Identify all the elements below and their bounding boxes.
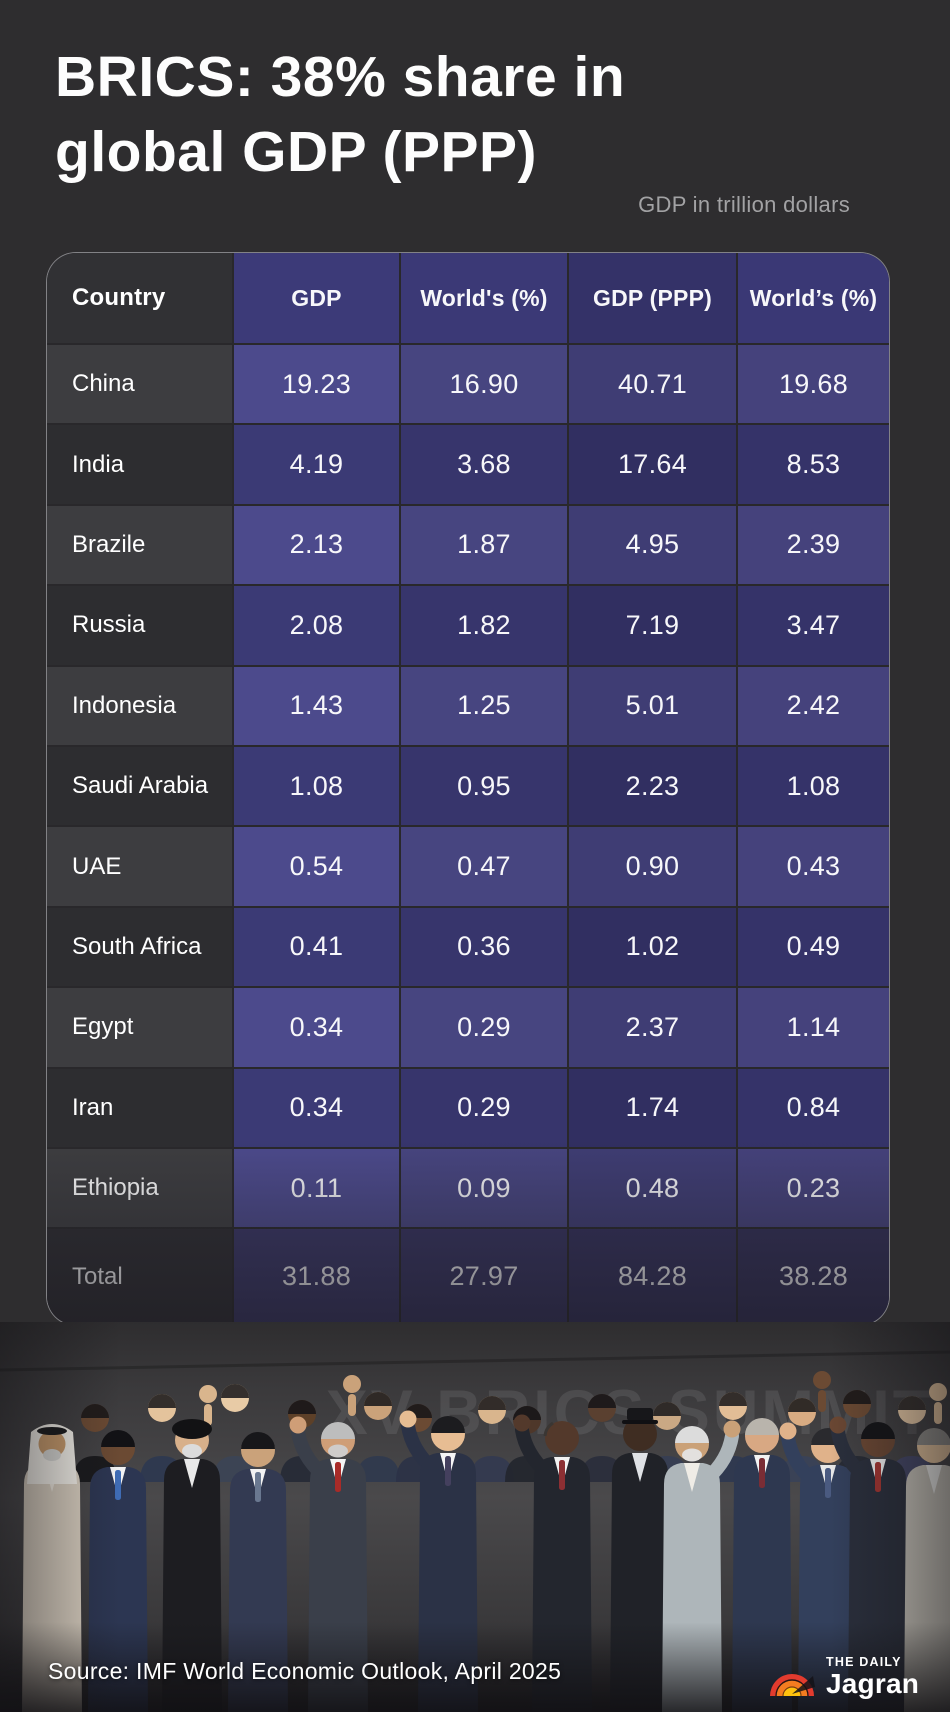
country-cell: UAE — [47, 827, 234, 908]
value-cell: 0.29 — [401, 1068, 569, 1149]
value-cell: 2.08 — [234, 586, 401, 667]
logo-name-text: Jagran — [826, 1668, 920, 1699]
value-cell: 2.23 — [569, 746, 738, 828]
value-cell: 2.37 — [569, 988, 738, 1069]
value-cell: 8.53 — [738, 425, 889, 506]
value-cell: 40.71 — [569, 345, 738, 426]
value-cell: 0.84 — [738, 1068, 889, 1149]
daily-jagran-logo: THE DAILY Jagran — [768, 1642, 938, 1698]
value-cell: 2.42 — [738, 666, 889, 747]
value-cell: 19.23 — [234, 345, 401, 426]
brics-summit-photo: XV BRICS SUMMIT — [0, 1322, 950, 1712]
value-cell: 2.39 — [738, 505, 889, 587]
country-cell: Brazile — [47, 505, 234, 587]
value-cell: 1.08 — [738, 746, 889, 828]
country-cell: Iran — [47, 1068, 234, 1149]
value-cell: 5.01 — [569, 666, 738, 747]
value-cell: 16.90 — [401, 345, 569, 426]
country-cell: Indonesia — [47, 666, 234, 747]
value-cell: 84.28 — [569, 1229, 738, 1325]
value-cell: 4.19 — [234, 425, 401, 506]
column-header-gdp-ppp: GDP (PPP) — [569, 253, 738, 345]
value-cell: 2.13 — [234, 505, 401, 587]
title-line-2: global GDP (PPP) — [55, 120, 538, 184]
value-cell: 0.95 — [401, 746, 569, 828]
source-text: Source: IMF World Economic Outlook, Apri… — [48, 1658, 562, 1684]
value-cell: 0.54 — [234, 827, 401, 908]
value-cell: 1.74 — [569, 1068, 738, 1149]
value-cell: 0.23 — [738, 1148, 889, 1230]
logo-top-text: THE DAILY — [826, 1654, 902, 1669]
value-cell: 0.29 — [401, 988, 569, 1069]
column-header-country: Country — [47, 253, 234, 345]
value-cell: 0.48 — [569, 1148, 738, 1230]
value-cell: 17.64 — [569, 425, 738, 506]
value-cell: 3.47 — [738, 586, 889, 667]
value-cell: 27.97 — [401, 1229, 569, 1325]
gdp-table-container: Country GDP World's (%) GDP (PPP) World’… — [46, 252, 890, 1326]
value-cell: 0.09 — [401, 1148, 569, 1230]
country-cell: Russia — [47, 586, 234, 667]
gdp-table: Country GDP World's (%) GDP (PPP) World’… — [47, 253, 889, 1325]
value-cell: 31.88 — [234, 1229, 401, 1325]
value-cell: 0.47 — [401, 827, 569, 908]
page-title: BRICS: 38% share in global GDP (PPP) — [55, 40, 625, 190]
value-cell: 19.68 — [738, 345, 889, 426]
value-cell: 1.43 — [234, 666, 401, 747]
country-cell: India — [47, 425, 234, 506]
value-cell: 0.41 — [234, 907, 401, 989]
value-cell: 1.14 — [738, 988, 889, 1069]
value-cell: 7.19 — [569, 586, 738, 667]
value-cell: 1.25 — [401, 666, 569, 747]
value-cell: 0.49 — [738, 907, 889, 989]
country-cell: China — [47, 345, 234, 426]
value-cell: 1.02 — [569, 907, 738, 989]
value-cell: 0.36 — [401, 907, 569, 989]
rising-sun-icon — [770, 1674, 815, 1697]
value-cell: 1.08 — [234, 746, 401, 828]
country-cell: South Africa — [47, 907, 234, 989]
country-cell: Ethiopia — [47, 1148, 234, 1230]
unit-note: GDP in trillion dollars — [638, 192, 850, 217]
column-header-world-ppp-pct: World’s (%) — [738, 253, 889, 345]
value-cell: 0.43 — [738, 827, 889, 908]
value-cell: 4.95 — [569, 505, 738, 587]
column-header-world-pct: World's (%) — [401, 253, 569, 345]
column-header-gdp: GDP — [234, 253, 401, 345]
country-cell: Total — [47, 1229, 234, 1325]
value-cell: 0.34 — [234, 1068, 401, 1149]
value-cell: 38.28 — [738, 1229, 889, 1325]
value-cell: 3.68 — [401, 425, 569, 506]
value-cell: 1.82 — [401, 586, 569, 667]
value-cell: 0.11 — [234, 1148, 401, 1230]
title-line-1: BRICS: 38% share in — [55, 45, 626, 109]
value-cell: 0.90 — [569, 827, 738, 908]
country-cell: Egypt — [47, 988, 234, 1069]
logo-text: THE DAILY Jagran — [826, 1654, 920, 1699]
value-cell: 1.87 — [401, 505, 569, 587]
value-cell: 0.34 — [234, 988, 401, 1069]
country-cell: Saudi Arabia — [47, 746, 234, 828]
